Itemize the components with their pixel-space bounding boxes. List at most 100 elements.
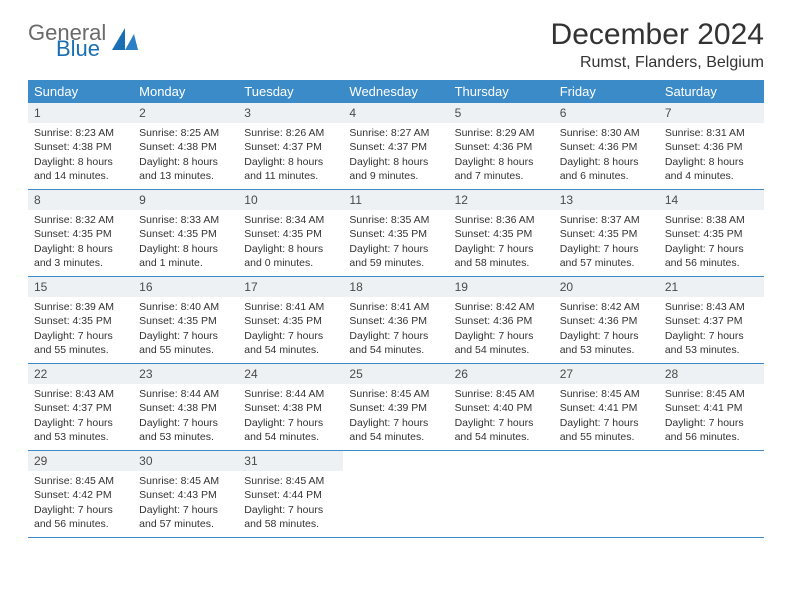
day-body: Sunrise: 8:45 AMSunset: 4:43 PMDaylight:… [133,471,238,537]
sunset-line: Sunset: 4:40 PM [455,401,548,415]
daylight-line: Daylight: 7 hours and 55 minutes. [560,416,653,444]
sunset-line: Sunset: 4:43 PM [139,488,232,502]
day-body: Sunrise: 8:42 AMSunset: 4:36 PMDaylight:… [449,297,554,363]
day-header: Sunday [28,80,133,103]
daylight-line: Daylight: 7 hours and 57 minutes. [139,503,232,531]
sunrise-line: Sunrise: 8:43 AM [665,300,758,314]
day-cell: 4Sunrise: 8:27 AMSunset: 4:37 PMDaylight… [343,103,448,189]
sunrise-line: Sunrise: 8:45 AM [560,387,653,401]
day-body: Sunrise: 8:30 AMSunset: 4:36 PMDaylight:… [554,123,659,189]
day-body: Sunrise: 8:45 AMSunset: 4:40 PMDaylight:… [449,384,554,450]
day-body: Sunrise: 8:33 AMSunset: 4:35 PMDaylight:… [133,210,238,276]
daylight-line: Daylight: 7 hours and 54 minutes. [349,329,442,357]
day-number: 13 [554,190,659,210]
day-body: Sunrise: 8:44 AMSunset: 4:38 PMDaylight:… [238,384,343,450]
day-number: 24 [238,364,343,384]
day-body: Sunrise: 8:45 AMSunset: 4:42 PMDaylight:… [28,471,133,537]
day-cell: 26Sunrise: 8:45 AMSunset: 4:40 PMDayligh… [449,364,554,450]
sunset-line: Sunset: 4:37 PM [244,140,337,154]
daylight-line: Daylight: 7 hours and 53 minutes. [665,329,758,357]
sunset-line: Sunset: 4:35 PM [139,314,232,328]
day-cell: 9Sunrise: 8:33 AMSunset: 4:35 PMDaylight… [133,190,238,276]
daylight-line: Daylight: 7 hours and 58 minutes. [455,242,548,270]
day-header: Thursday [449,80,554,103]
day-cell: 29Sunrise: 8:45 AMSunset: 4:42 PMDayligh… [28,451,133,537]
day-number: 30 [133,451,238,471]
sunrise-line: Sunrise: 8:45 AM [244,474,337,488]
daylight-line: Daylight: 7 hours and 57 minutes. [560,242,653,270]
day-body: Sunrise: 8:25 AMSunset: 4:38 PMDaylight:… [133,123,238,189]
sunset-line: Sunset: 4:36 PM [560,140,653,154]
sunset-line: Sunset: 4:38 PM [244,401,337,415]
day-cell: 16Sunrise: 8:40 AMSunset: 4:35 PMDayligh… [133,277,238,363]
day-body: Sunrise: 8:43 AMSunset: 4:37 PMDaylight:… [659,297,764,363]
sunrise-line: Sunrise: 8:43 AM [34,387,127,401]
sunrise-line: Sunrise: 8:25 AM [139,126,232,140]
day-number: 20 [554,277,659,297]
week-row: 8Sunrise: 8:32 AMSunset: 4:35 PMDaylight… [28,190,764,277]
day-cell: 13Sunrise: 8:37 AMSunset: 4:35 PMDayligh… [554,190,659,276]
day-number: 9 [133,190,238,210]
sunset-line: Sunset: 4:37 PM [34,401,127,415]
daylight-line: Daylight: 7 hours and 54 minutes. [349,416,442,444]
day-body: Sunrise: 8:27 AMSunset: 4:37 PMDaylight:… [343,123,448,189]
day-body: Sunrise: 8:35 AMSunset: 4:35 PMDaylight:… [343,210,448,276]
sunrise-line: Sunrise: 8:45 AM [455,387,548,401]
brand-word-2: Blue [56,38,106,60]
day-cell [449,451,554,537]
sunrise-line: Sunrise: 8:41 AM [244,300,337,314]
day-cell: 12Sunrise: 8:36 AMSunset: 4:35 PMDayligh… [449,190,554,276]
day-cell: 2Sunrise: 8:25 AMSunset: 4:38 PMDaylight… [133,103,238,189]
day-number: 22 [28,364,133,384]
day-body: Sunrise: 8:44 AMSunset: 4:38 PMDaylight:… [133,384,238,450]
day-body: Sunrise: 8:40 AMSunset: 4:35 PMDaylight:… [133,297,238,363]
sunset-line: Sunset: 4:36 PM [665,140,758,154]
daylight-line: Daylight: 8 hours and 9 minutes. [349,155,442,183]
daylight-line: Daylight: 7 hours and 56 minutes. [665,416,758,444]
daylight-line: Daylight: 7 hours and 53 minutes. [560,329,653,357]
day-body: Sunrise: 8:38 AMSunset: 4:35 PMDaylight:… [659,210,764,276]
sunrise-line: Sunrise: 8:42 AM [455,300,548,314]
day-cell: 21Sunrise: 8:43 AMSunset: 4:37 PMDayligh… [659,277,764,363]
week-row: 29Sunrise: 8:45 AMSunset: 4:42 PMDayligh… [28,451,764,538]
day-body: Sunrise: 8:23 AMSunset: 4:38 PMDaylight:… [28,123,133,189]
day-body: Sunrise: 8:45 AMSunset: 4:39 PMDaylight:… [343,384,448,450]
daylight-line: Daylight: 7 hours and 53 minutes. [139,416,232,444]
day-body: Sunrise: 8:36 AMSunset: 4:35 PMDaylight:… [449,210,554,276]
day-cell: 27Sunrise: 8:45 AMSunset: 4:41 PMDayligh… [554,364,659,450]
day-body: Sunrise: 8:39 AMSunset: 4:35 PMDaylight:… [28,297,133,363]
brand-mark-icon [112,28,138,55]
day-body: Sunrise: 8:41 AMSunset: 4:36 PMDaylight:… [343,297,448,363]
day-body: Sunrise: 8:45 AMSunset: 4:41 PMDaylight:… [659,384,764,450]
day-header: Saturday [659,80,764,103]
day-body: Sunrise: 8:34 AMSunset: 4:35 PMDaylight:… [238,210,343,276]
sunrise-line: Sunrise: 8:45 AM [349,387,442,401]
sunrise-line: Sunrise: 8:26 AM [244,126,337,140]
sunrise-line: Sunrise: 8:31 AM [665,126,758,140]
day-cell [343,451,448,537]
sunset-line: Sunset: 4:41 PM [665,401,758,415]
daylight-line: Daylight: 7 hours and 59 minutes. [349,242,442,270]
weeks-container: 1Sunrise: 8:23 AMSunset: 4:38 PMDaylight… [28,103,764,538]
sunrise-line: Sunrise: 8:32 AM [34,213,127,227]
day-cell: 30Sunrise: 8:45 AMSunset: 4:43 PMDayligh… [133,451,238,537]
month-title: December 2024 [551,18,764,52]
daylight-line: Daylight: 8 hours and 3 minutes. [34,242,127,270]
day-cell: 10Sunrise: 8:34 AMSunset: 4:35 PMDayligh… [238,190,343,276]
day-number: 5 [449,103,554,123]
sunset-line: Sunset: 4:37 PM [665,314,758,328]
day-body: Sunrise: 8:41 AMSunset: 4:35 PMDaylight:… [238,297,343,363]
day-number: 27 [554,364,659,384]
sunrise-line: Sunrise: 8:30 AM [560,126,653,140]
sunset-line: Sunset: 4:35 PM [139,227,232,241]
day-body: Sunrise: 8:45 AMSunset: 4:41 PMDaylight:… [554,384,659,450]
sunset-line: Sunset: 4:38 PM [139,140,232,154]
location-label: Rumst, Flanders, Belgium [551,54,764,72]
day-cell: 8Sunrise: 8:32 AMSunset: 4:35 PMDaylight… [28,190,133,276]
day-number: 14 [659,190,764,210]
day-body: Sunrise: 8:45 AMSunset: 4:44 PMDaylight:… [238,471,343,537]
day-number: 1 [28,103,133,123]
calendar-grid: SundayMondayTuesdayWednesdayThursdayFrid… [28,80,764,538]
daylight-line: Daylight: 7 hours and 55 minutes. [139,329,232,357]
day-header: Monday [133,80,238,103]
